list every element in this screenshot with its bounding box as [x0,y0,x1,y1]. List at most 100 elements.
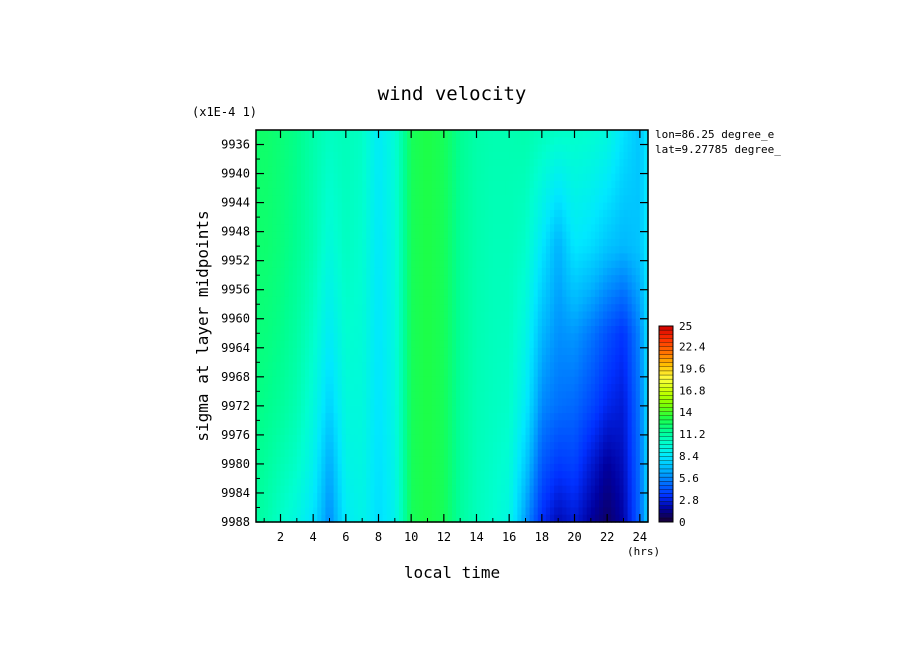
heatmap-cell [374,347,380,356]
heatmap-cell [419,413,425,421]
heatmap-cell [570,238,576,247]
heatmap-cell [272,507,278,516]
heatmap-cell [639,166,645,175]
heatmap-cell [631,188,637,196]
heatmap-cell [374,188,380,196]
heatmap-cell [325,326,331,334]
heatmap-cell [374,144,380,153]
heatmap-cell [586,442,592,451]
heatmap-cell [599,492,604,501]
heatmap-cell [354,456,359,465]
heatmap-cell [541,289,547,298]
heatmap-cell [256,130,261,138]
heatmap-cell [619,137,625,146]
heatmap-cell [599,231,604,240]
heatmap-cell [292,137,298,146]
heatmap-cell [313,267,318,276]
heatmap-cell [550,267,555,276]
heatmap-cell [492,318,498,327]
heatmap-cell [611,492,616,501]
heatmap-cell [468,485,474,494]
heatmap-cell [447,267,453,276]
heatmap-cell [296,246,302,255]
heatmap-cell [615,267,621,276]
heatmap-cell [521,296,527,305]
heatmap-cell [292,267,298,276]
heatmap-cell [607,326,612,334]
heatmap-cell [619,347,625,356]
heatmap-cell [607,355,612,363]
heatmap-cell [468,159,474,167]
heatmap-cell [472,151,478,160]
heatmap-cell [627,362,633,371]
heatmap-cell [325,362,331,371]
heatmap-cell [545,384,551,392]
heatmap-cell [349,159,355,167]
heatmap-cell [619,326,625,334]
heatmap-cell [615,355,621,363]
heatmap-cell [460,159,465,167]
heatmap-cell [566,340,572,349]
heatmap-cell [260,195,265,204]
heatmap-cell [411,471,416,480]
heatmap-cell [541,151,547,160]
heatmap-cell [578,173,584,182]
heatmap-cell [476,376,482,385]
heatmap-cell [619,224,625,233]
heatmap-cell [594,500,600,509]
heatmap-cell [533,492,539,501]
heatmap-cell [296,376,302,385]
heatmap-cell [562,449,567,458]
heatmap-cell [362,144,367,153]
heatmap-cell [386,427,392,436]
heatmap-cell [492,159,498,167]
heatmap-cell [521,246,527,255]
heatmap-cell [578,304,584,313]
heatmap-cell [594,238,600,247]
heatmap-cell [256,159,261,167]
heatmap-cell [276,355,282,363]
heatmap-cell [382,362,388,371]
heatmap-cell [554,238,559,247]
heatmap-cell [570,304,576,313]
heatmap-cell [403,130,408,138]
heatmap-cell [635,347,641,356]
heatmap-cell [447,391,453,400]
heatmap-cell [472,173,478,182]
heatmap-cell [545,260,551,269]
heatmap-cell [452,434,457,443]
heatmap-cell [517,326,523,334]
heatmap-cell [541,405,547,414]
heatmap-cell [562,224,567,233]
heatmap-cell [288,500,294,509]
heatmap-cell [599,478,604,487]
heatmap-cell [484,485,490,494]
heatmap-cell [594,260,600,269]
heatmap-cell [403,405,408,414]
heatmap-cell [439,340,445,349]
heatmap-cell [635,267,641,276]
heatmap-cell [280,347,286,356]
heatmap-cell [288,282,294,291]
heatmap-cell [464,391,469,400]
heatmap-cell [296,195,302,204]
heatmap-cell [586,434,592,443]
heatmap-cell [329,463,335,472]
heatmap-cell [505,311,510,320]
heatmap-cell [337,296,343,305]
heatmap-cell [268,362,273,371]
heatmap-cell [419,355,425,363]
heatmap-cell [366,202,371,211]
heatmap-cell [460,391,465,400]
heatmap-cell [480,427,486,436]
heatmap-cell [284,188,290,196]
heatmap-cell [558,137,563,146]
heatmap-cell [309,267,314,276]
heatmap-cell [603,275,608,284]
heatmap-cell [309,195,314,204]
heatmap-cell [582,471,588,480]
heatmap-cell [443,311,449,320]
heatmap-cell [607,275,612,284]
heatmap-cell [419,267,425,276]
heatmap-cell [435,289,441,298]
